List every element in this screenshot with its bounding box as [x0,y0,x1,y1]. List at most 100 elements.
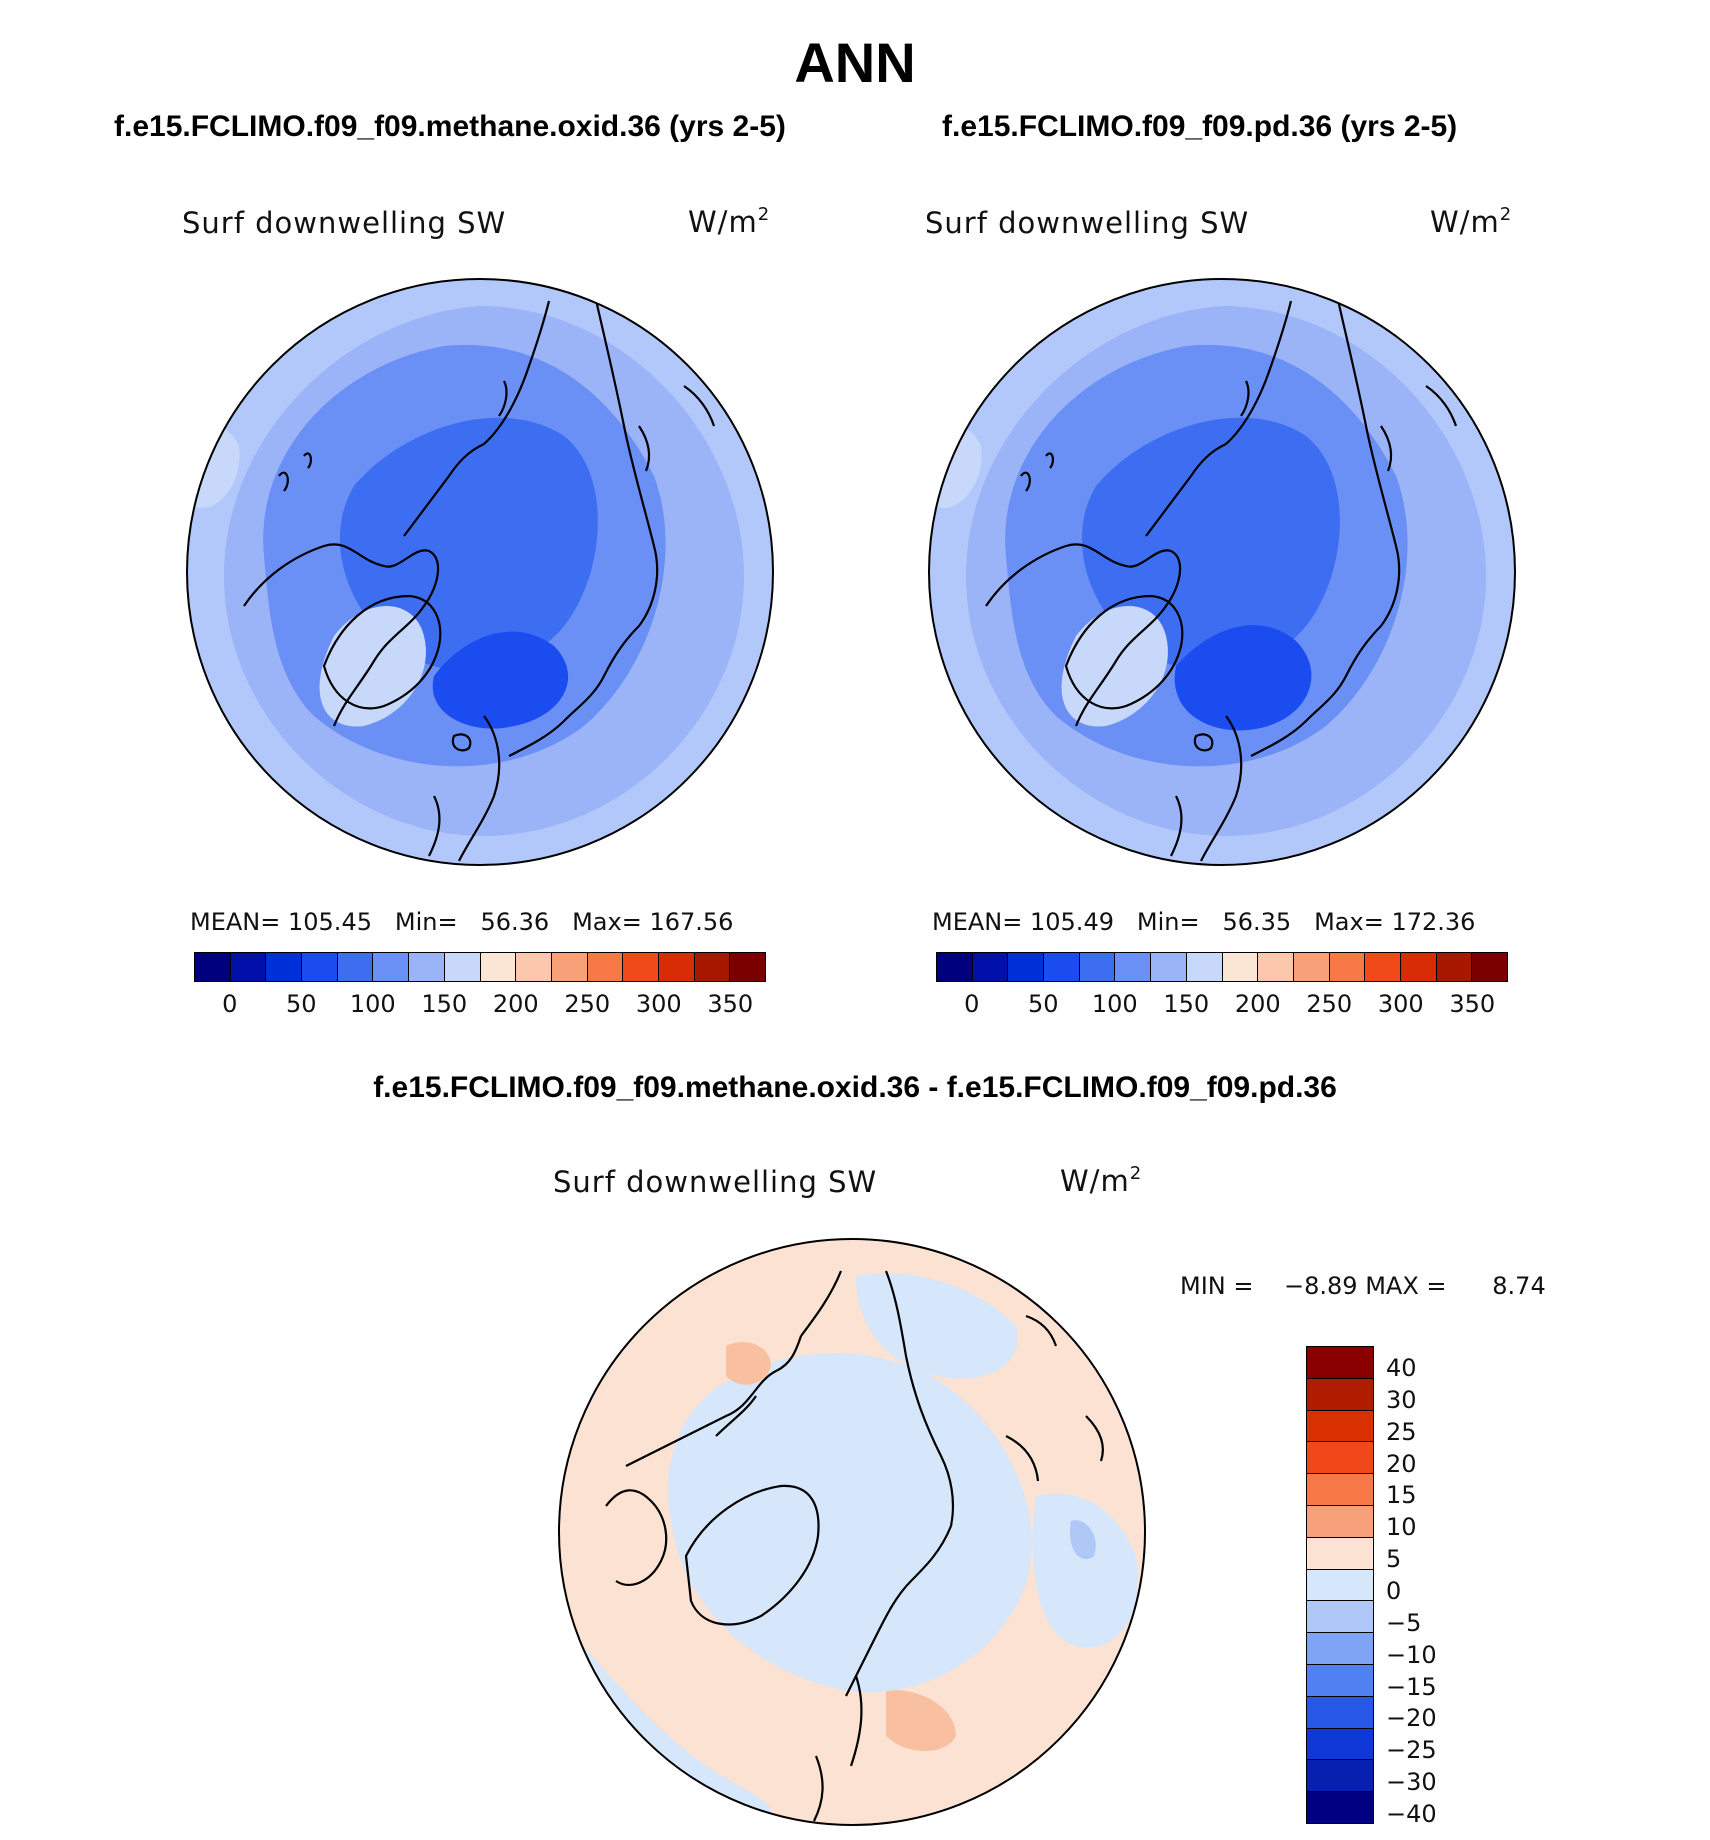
colorbar-swatch [302,953,338,981]
panel-1-variable-label: Surf downwelling SW [182,206,507,240]
colorbar-tick-label: 350 [1449,990,1496,1018]
colorbar-swatch [694,953,731,981]
panel-1-mean-value: 105.45 [288,908,372,936]
colorbar-tick-label: 10 [1386,1513,1417,1542]
difference-units-base: W/m [1060,1164,1130,1198]
colorbar-tick-label: 15 [1386,1481,1417,1510]
panel-2-map-border [928,278,1516,866]
colorbar-tick-label: 0 [964,990,980,1018]
panel-1-stats: MEAN= 105.45 Min= 56.36 Max= 167.56 [190,908,733,936]
colorbar-swatch [1307,1792,1373,1823]
panel-1-polar-map [186,278,774,866]
panel-2-min-value: 56.35 [1222,908,1292,936]
colorbar-tick-label: 150 [1163,990,1210,1018]
colorbar-swatch [516,953,552,981]
panel-1-coastlines [243,290,716,862]
colorbar-tick-label: 50 [1027,990,1059,1018]
colorbar-tick-label: −25 [1386,1736,1437,1765]
difference-negative-patch [1070,1520,1096,1560]
panel-2-case-title: f.e15.FCLIMO.f09_f09.pd.36 (yrs 2-5) [942,110,1458,143]
colorbar-swatch [1329,953,1366,981]
colorbar-swatch [480,953,517,981]
panel-2-mean-label: MEAN= [932,908,1023,936]
difference-max-label: MAX = [1365,1272,1447,1300]
colorbar-swatch [1400,953,1437,981]
difference-min-value: −8.89 [1284,1272,1358,1300]
colorbar-swatch [1307,1442,1373,1475]
colorbar-tick-label: −10 [1386,1640,1437,1669]
difference-min-label: MIN = [1180,1272,1254,1300]
panel-1-arctic-ocean [339,417,598,671]
panel-2-colorbar-ticks: 0 50 100 150 200 250 300 350 [936,990,1508,1020]
panel-2-nordic-seas [1174,625,1312,731]
panel-2-polar-map [928,278,1516,866]
panel-2-min-label: Min= [1136,908,1200,936]
colorbar-swatch [587,953,624,981]
colorbar-swatch [1222,953,1259,981]
panel-2-mean-value: 105.49 [1030,908,1114,936]
difference-stats: MIN = −8.89 MAX = 8.74 [1180,1272,1546,1300]
colorbar-swatch [1307,1569,1373,1602]
figure-title: ANN [794,31,916,94]
panel-1-case-title: f.e15.FCLIMO.f09_f09.methane.oxid.36 (yr… [114,110,786,143]
panel-2-coastlines [985,290,1458,862]
panel-1-map-border [186,278,774,866]
colorbar-swatch [1307,1378,1373,1411]
colorbar-tick-label: −20 [1386,1704,1437,1733]
colorbar-tick-label: −15 [1386,1672,1437,1701]
colorbar-swatch [373,953,410,981]
colorbar-tick-label: 40 [1386,1353,1417,1382]
panel-1-greenland-field [319,606,426,727]
colorbar-swatch [1307,1347,1373,1379]
colorbar-tick-label: 200 [1234,990,1281,1018]
colorbar-tick-label: 350 [707,990,754,1018]
colorbar-tick-label: 0 [222,990,238,1018]
colorbar-swatch [1307,1410,1373,1443]
panel-2-colorbar [936,952,1508,982]
colorbar-tick-label: −5 [1386,1608,1422,1637]
colorbar-swatch [1293,953,1330,981]
colorbar-swatch [1307,1601,1373,1634]
colorbar-tick-label: 100 [349,990,396,1018]
colorbar-swatch [1307,1664,1373,1697]
colorbar-tick-label: 30 [1386,1385,1417,1414]
panel-2-stats: MEAN= 105.49 Min= 56.35 Max= 172.36 [932,908,1475,936]
colorbar-swatch [1151,953,1187,981]
difference-coastlines [605,1270,1104,1822]
colorbar-swatch [1307,1696,1373,1729]
panel-1-colorbar [194,952,766,982]
colorbar-tick-label: 150 [421,990,468,1018]
colorbar-tick-label: 250 [1306,990,1353,1018]
panel-1-max-label: Max= [572,908,642,936]
colorbar-tick-label: −40 [1386,1800,1437,1829]
panel-2-greenland-field [1061,606,1168,727]
colorbar-swatch [409,953,445,981]
colorbar-swatch [1307,1474,1373,1506]
colorbar-swatch [1365,953,1401,981]
panel-1-min-value: 56.36 [480,908,550,936]
colorbar-tick-label: 200 [492,990,539,1018]
colorbar-swatch [1436,953,1473,981]
panel-2-max-label: Max= [1314,908,1384,936]
colorbar-swatch [337,953,374,981]
colorbar-swatch [195,953,231,981]
colorbar-swatch [1079,953,1116,981]
difference-east-negative [1032,1493,1138,1648]
panel-2-units-base: W/m [1430,205,1500,239]
difference-positive-patch-2 [886,1690,956,1751]
colorbar-tick-label: 5 [1386,1545,1402,1574]
colorbar-tick-label: 300 [1377,990,1424,1018]
difference-polar-map [558,1238,1146,1826]
colorbar-swatch [1307,1760,1373,1793]
colorbar-tick-label: 50 [285,990,317,1018]
colorbar-swatch [623,953,659,981]
colorbar-swatch [1115,953,1152,981]
colorbar-swatch [1307,1633,1373,1665]
colorbar-swatch [1186,953,1223,981]
panel-2-units-exp: 2 [1499,204,1513,225]
colorbar-swatch [230,953,267,981]
panel-2-units-label: W/m2 [1430,204,1512,239]
difference-title: f.e15.FCLIMO.f09_f09.methane.oxid.36 - f… [373,1071,1337,1104]
colorbar-swatch [266,953,303,981]
difference-max-value: 8.74 [1492,1272,1546,1300]
